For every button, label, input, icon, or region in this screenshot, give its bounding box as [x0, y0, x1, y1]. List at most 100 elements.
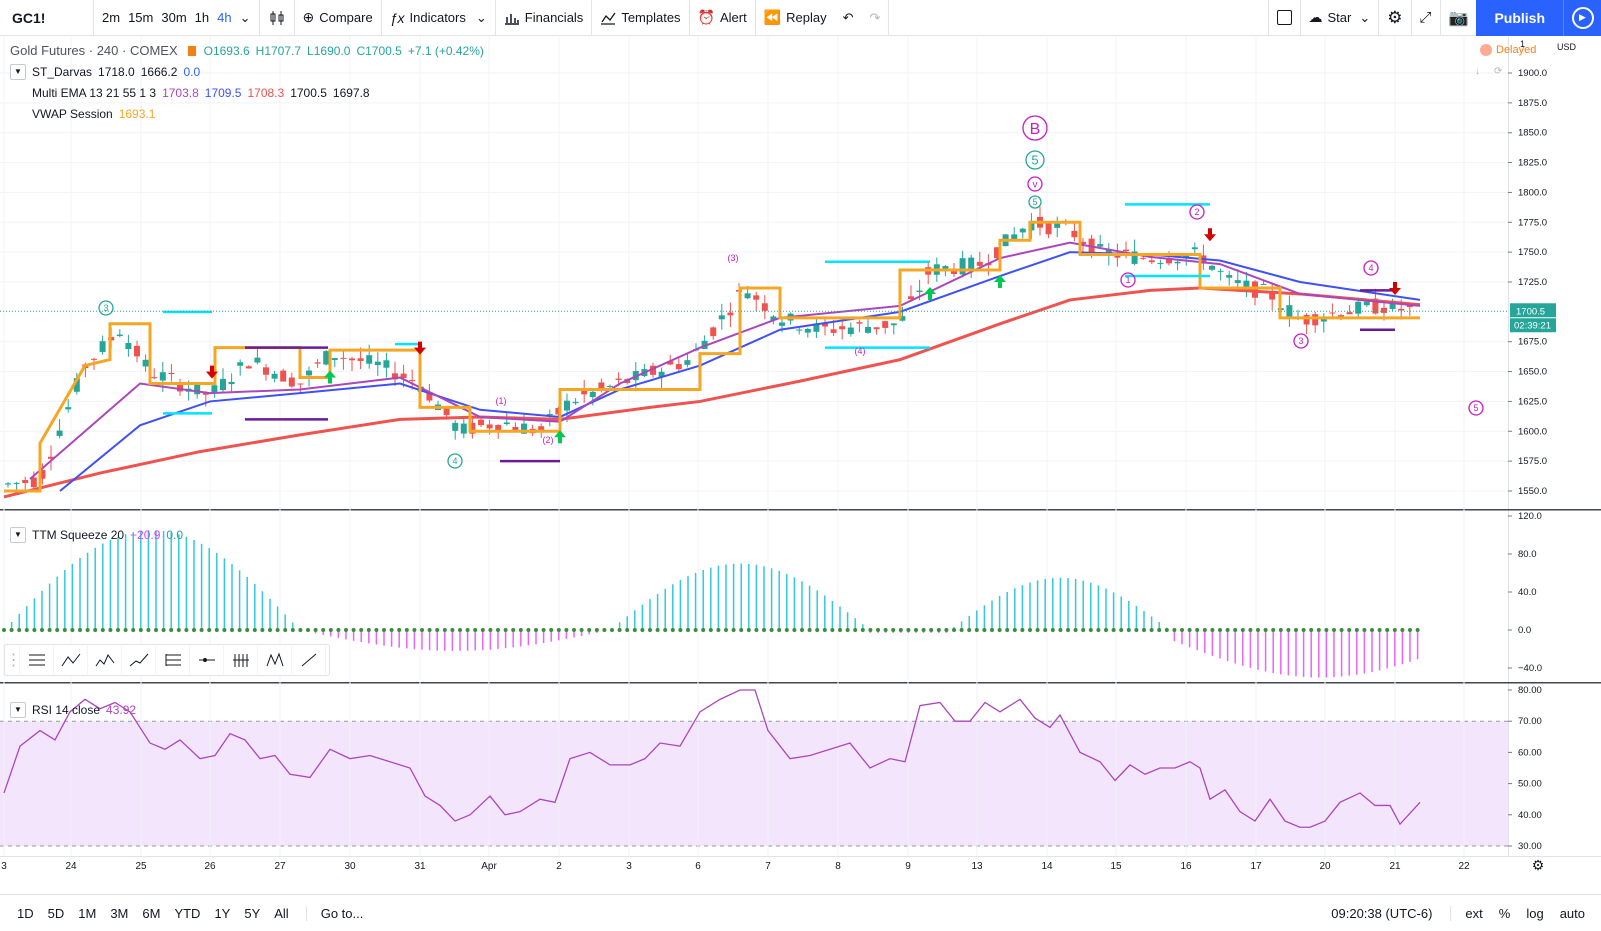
financials-button[interactable]: Financials [496, 0, 593, 36]
range-1d[interactable]: 1D [17, 905, 34, 921]
interval-4h[interactable]: 4h [217, 10, 232, 25]
wave-label-circle [1468, 400, 1484, 416]
ttm-squeeze-dot [670, 628, 675, 632]
abc-pattern-tool[interactable] [54, 646, 88, 674]
ema-v5: 1697.8 [332, 85, 370, 100]
range-ytd[interactable]: YTD [174, 905, 201, 921]
sell-arrow-icon [1389, 281, 1401, 295]
ttm-squeeze-dot [1225, 628, 1230, 632]
rsi-tick-label: 50.00 [1518, 779, 1542, 790]
ttm-squeeze-dot [974, 628, 979, 632]
ttm-squeeze-dot [230, 628, 234, 632]
publish-button[interactable]: Publish [1476, 0, 1563, 36]
ttm-squeeze-dot [412, 628, 417, 632]
redo-button[interactable]: ↷ [862, 0, 890, 36]
trend-pattern-tool[interactable] [122, 646, 156, 674]
price-tick-label: 1575.0 [1518, 456, 1547, 467]
candle-body [409, 379, 416, 381]
buy-arrow-icon [324, 370, 336, 384]
range-all[interactable]: All [274, 905, 289, 921]
price-top-label: 1 [1520, 39, 1525, 49]
ema-name[interactable]: Multi EMA 13 21 55 1 3 [32, 85, 157, 100]
trendline-tool[interactable] [292, 646, 326, 674]
countdown-bg [1510, 318, 1556, 333]
layout-button[interactable]: ☁ Star ⌄ [1301, 0, 1380, 36]
collapse-ttm-button[interactable]: ▼ [10, 526, 26, 543]
settings-button[interactable]: ⚙ [1379, 0, 1412, 36]
ttm-squeeze-dot [632, 628, 637, 632]
vwap-name[interactable]: VWAP Session [32, 106, 113, 121]
ttm-squeeze-dot [784, 628, 789, 632]
candle-body [1217, 270, 1224, 272]
auto-toggle[interactable]: auto [1559, 905, 1585, 921]
horizontal-ray-tool[interactable] [190, 646, 224, 674]
goto-button[interactable]: Go to... [305, 905, 363, 921]
alert-button[interactable]: ⏰ Alert [690, 0, 756, 36]
xabcd-tool[interactable] [258, 646, 292, 674]
percent-toggle[interactable]: % [1498, 905, 1511, 921]
expand-button[interactable]: ⤢ [1412, 0, 1441, 36]
candle-body [1312, 314, 1319, 326]
symbol-search[interactable]: GC1! [0, 0, 94, 36]
ttm-squeeze-dot [1195, 628, 1200, 632]
price-axis-border [1508, 37, 1509, 857]
candle-body [392, 373, 398, 380]
range-5d[interactable]: 5D [47, 905, 65, 921]
candle-body [1191, 247, 1198, 250]
interval-2m[interactable]: 2m [102, 10, 121, 25]
interval-15m[interactable]: 15m [128, 10, 154, 25]
candle-body [220, 378, 226, 391]
ext-toggle[interactable]: ext [1450, 905, 1490, 921]
range-1y[interactable]: 1Y [214, 905, 231, 921]
columns-tool[interactable] [224, 646, 258, 674]
candle-body [1174, 261, 1181, 264]
range-6m[interactable]: 6M [142, 905, 161, 921]
ttm-squeeze-dot [1111, 628, 1116, 632]
candle-body [753, 295, 760, 300]
candle-body [521, 423, 527, 434]
ttm-squeeze-dot [503, 628, 508, 632]
horizontal-lines-tool[interactable] [20, 646, 54, 674]
chart-canvas[interactable]: 3 24 25 26 27 30 31 Apr 2 3 6 7 8 9 13 14 15 16 17 20 21 2219… [0, 37, 1601, 894]
ttm-squeeze-dot [298, 628, 303, 632]
ttm-squeeze-dot [891, 628, 896, 632]
templates-button[interactable]: Templates [592, 0, 690, 36]
candle-body [374, 361, 381, 366]
chart-area[interactable]: 3 24 25 26 27 30 31 Apr 2 3 6 7 8 9 13 14 15 16 17 20 21 22 19… [0, 37, 1601, 894]
candle-body [959, 258, 966, 275]
compare-button[interactable]: ⊕ Compare [295, 0, 382, 36]
trendline-icon [301, 653, 316, 667]
range-5y[interactable]: 5Y [244, 905, 261, 921]
snapshot-button[interactable]: 📷 [1441, 0, 1477, 36]
collapse-legend-button[interactable]: ▼ [10, 63, 26, 80]
fullscreen-select-button[interactable] [1267, 0, 1301, 36]
interval-1h[interactable]: 1h [194, 10, 210, 25]
candle-body [1226, 275, 1233, 278]
replay-button[interactable]: ⏪ Replay [756, 0, 835, 36]
price-tick-label: 1900.0 [1518, 68, 1547, 79]
ttm-squeeze-dot [1354, 628, 1359, 632]
collapse-rsi-button[interactable]: ▼ [10, 701, 26, 718]
candle-body [1303, 314, 1310, 325]
ttm-name[interactable]: TTM Squeeze 20 [32, 527, 125, 542]
candle-body [822, 322, 828, 327]
candle-body [512, 426, 519, 431]
candle-body [847, 327, 854, 335]
fib-tool[interactable] [156, 646, 190, 674]
play-button[interactable]: ▶ [1563, 0, 1601, 36]
interval-dropdown[interactable]: ⌄ [239, 9, 251, 25]
drag-handle[interactable]: ⋮ [6, 646, 22, 674]
range-1m[interactable]: 1M [78, 905, 97, 921]
undo-button[interactable]: ↶ [835, 0, 862, 36]
interval-30m[interactable]: 30m [161, 10, 187, 25]
chart-type-button[interactable] [260, 0, 295, 36]
wave-pattern-tool[interactable] [88, 646, 122, 674]
darvas-name[interactable]: ST_Darvas [32, 64, 93, 79]
candle-body [349, 358, 355, 361]
indicators-button[interactable]: ƒx Indicators ⌄ [382, 0, 496, 36]
log-toggle[interactable]: log [1526, 905, 1544, 921]
range-3m[interactable]: 3M [110, 905, 129, 921]
clock[interactable]: 09:20:38 (UTC-6) [1331, 905, 1433, 921]
rsi-name[interactable]: RSI 14 close [32, 702, 101, 717]
delayed-badge[interactable]: Delayed [1480, 44, 1536, 56]
